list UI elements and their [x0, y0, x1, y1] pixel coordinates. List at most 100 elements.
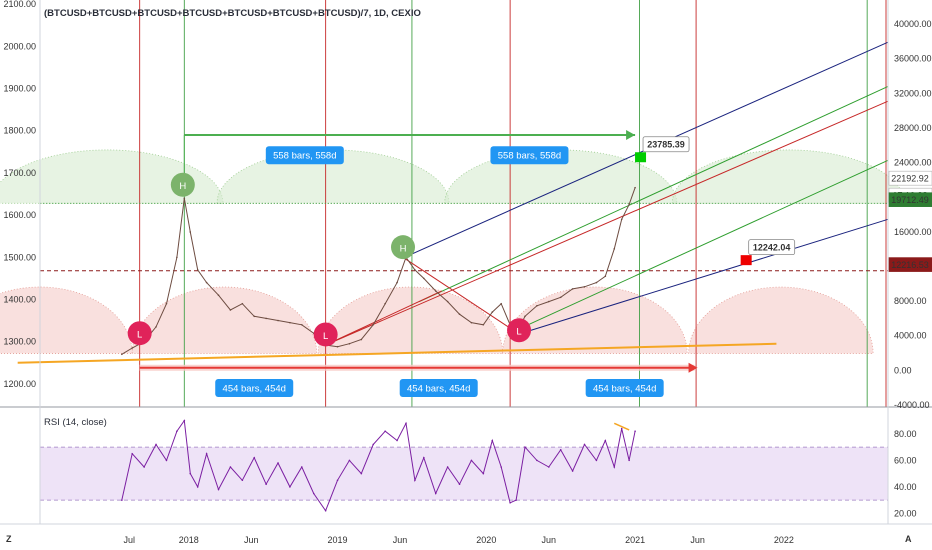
price-point-43 [583, 285, 586, 288]
bar-count-box-4[interactable] [585, 379, 664, 398]
pitchfork-channel [17, 41, 889, 364]
price-point-15 [277, 319, 279, 322]
rsi-point-31 [458, 483, 461, 486]
right-tick-2: 32000.00 [894, 88, 932, 98]
price-point-13 [253, 315, 256, 318]
price-point-30 [446, 300, 449, 303]
marker-label-0: H [179, 181, 186, 192]
left-tick-9: 1200.00 [3, 379, 36, 389]
bar-count-box-2[interactable] [215, 379, 294, 398]
channel-line-1 [419, 86, 889, 303]
marker-label-3: L [323, 331, 328, 342]
rsi-point-41 [559, 448, 562, 451]
price-badge-text-3: 12216.53 [891, 260, 929, 270]
price-line [121, 187, 636, 355]
price-point-7 [189, 231, 192, 233]
price-point-45 [604, 275, 607, 278]
rsi-divergence-line [613, 422, 630, 431]
x-tick-1: 2018 [179, 535, 199, 545]
marker-l-2[interactable] [127, 321, 152, 346]
price-point-6 [183, 197, 186, 200]
price-point-39 [536, 304, 538, 307]
rsi-point-46 [613, 466, 616, 468]
left-tick-7: 1400.00 [3, 294, 36, 304]
price-point-23 [372, 323, 375, 326]
rsi-tick-0: 80.00 [894, 429, 917, 439]
price-point-21 [348, 342, 351, 345]
rsi-point-11 [229, 466, 232, 468]
rsi-point-26 [405, 422, 407, 425]
rsi-point-34 [491, 439, 494, 442]
rsi-point-37 [515, 499, 517, 501]
rsi-line [121, 419, 636, 512]
bar-count-box-3[interactable] [399, 379, 478, 398]
auto-scale-icon[interactable]: A [905, 534, 912, 544]
rsi-point-24 [384, 430, 386, 433]
left-tick-8: 1300.00 [3, 337, 36, 347]
marker-l-3[interactable] [313, 322, 338, 347]
x-tick-5: 2020 [476, 535, 496, 545]
measure-arrows [139, 129, 698, 373]
marker-l-4[interactable] [507, 318, 532, 343]
bar-count-text-2: 454 bars, 454d [223, 384, 286, 395]
rsi-point-39 [536, 459, 538, 462]
green-cycle-dome-3 [671, 149, 905, 204]
left-tick-6: 1500.00 [3, 252, 36, 262]
left-price-axis[interactable]: 2100.00 2000.00 1900.00 1800.00 1700.00 1600.… [3, 0, 36, 389]
left-tick-5: 1600.00 [3, 210, 36, 220]
price-callouts: 23785.39 12242.04 [635, 136, 796, 266]
bar-count-box-0[interactable] [265, 146, 344, 165]
horizontal-levels [40, 202, 888, 272]
time-axis[interactable]: Jul 2018 Jun 2019 Jun 2020 Jun 2021 Jun 2022 [124, 535, 794, 545]
marker-h-1[interactable] [391, 235, 416, 260]
red-arrow-head [688, 362, 698, 373]
rsi-point-7 [189, 472, 192, 475]
green-cycle-dome-0 [0, 149, 224, 204]
price-point-8 [196, 269, 199, 271]
callout-box-1[interactable] [748, 239, 796, 256]
right-tick-6: 16000.00 [894, 227, 932, 237]
price-point-12 [241, 302, 244, 305]
rsi-axis[interactable]: 80.00 60.00 40.00 20.00 [894, 429, 917, 519]
price-point-40 [548, 300, 550, 303]
rsi-point-6 [183, 419, 186, 422]
left-tick-3: 1800.00 [3, 126, 36, 136]
zoom-icon[interactable]: Z [6, 534, 12, 544]
price-point-16 [289, 321, 291, 324]
right-tick-4: 24000.00 [894, 158, 932, 168]
rsi-point-8 [196, 486, 199, 488]
price-point-33 [482, 323, 485, 326]
right-tick-8: 8000.00 [894, 296, 927, 306]
bar-count-text-3: 454 bars, 454d [407, 384, 470, 395]
x-tick-7: 2021 [625, 535, 645, 545]
rsi-point-12 [241, 479, 244, 482]
orange-trend-line [17, 342, 777, 364]
price-point-17 [301, 323, 303, 326]
left-tick-2: 1900.00 [3, 84, 36, 94]
price-point-25 [396, 281, 398, 284]
rsi-point-2 [143, 466, 145, 468]
x-tick-3: 2019 [328, 535, 348, 545]
price-badge-2 [888, 192, 932, 207]
bar-count-box-1[interactable] [490, 146, 569, 165]
x-tick-0: Jul [124, 535, 136, 545]
rsi-pane [40, 419, 888, 512]
rsi-point-27 [414, 479, 416, 482]
rsi-point-49 [634, 430, 636, 433]
price-badge-3 [888, 257, 932, 272]
rsi-point-4 [165, 459, 168, 462]
marker-h-0[interactable] [170, 172, 195, 197]
rsi-point-3 [155, 443, 157, 446]
price-point-28 [423, 277, 425, 280]
rsi-point-22 [360, 472, 363, 475]
rsi-point-5 [176, 430, 178, 433]
callout-text-1: 12242.04 [753, 243, 791, 253]
rsi-point-15 [277, 462, 279, 464]
rsi-point-40 [548, 466, 550, 468]
callout-box-0[interactable] [642, 136, 690, 153]
rsi-point-36 [509, 501, 511, 504]
price-point-49 [634, 186, 636, 189]
red-cycle-dome-0 [0, 286, 133, 354]
bar-count-text-4: 454 bars, 454d [593, 384, 656, 395]
x-tick-6: Jun [542, 535, 557, 545]
